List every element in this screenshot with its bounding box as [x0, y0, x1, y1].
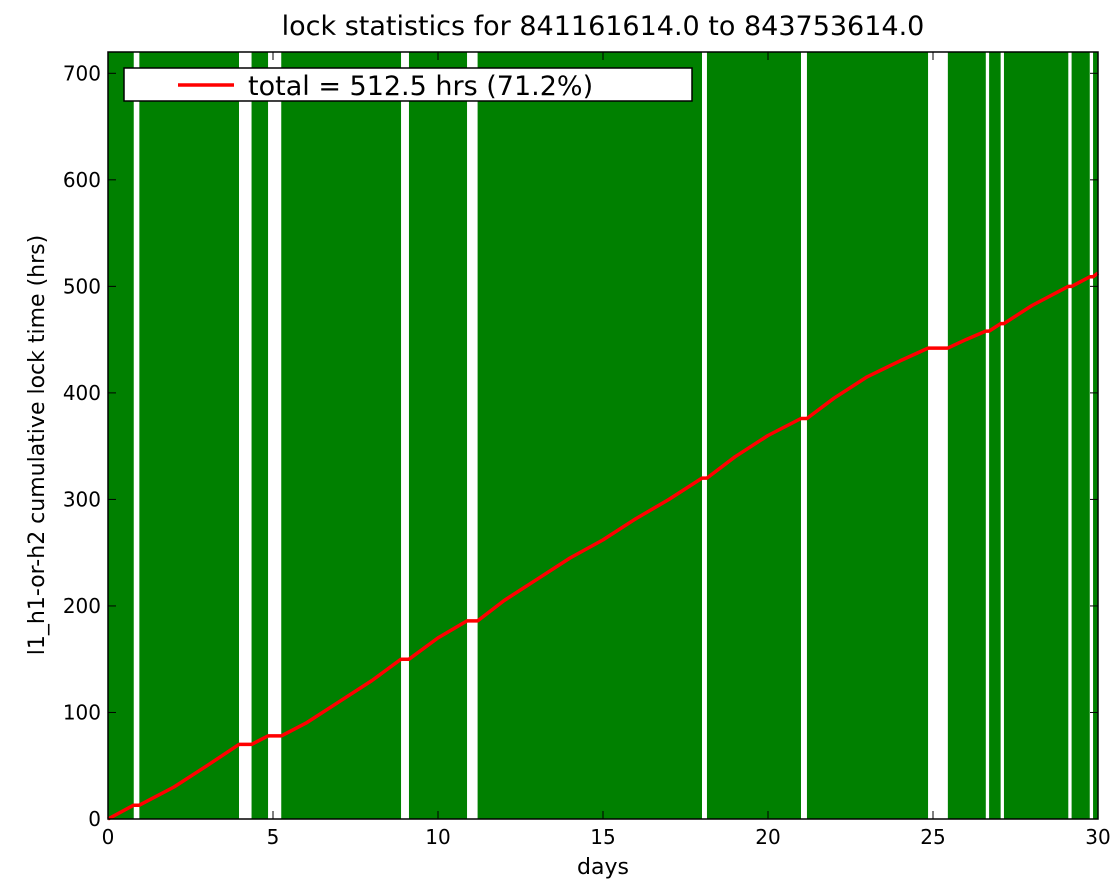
- y-tick-label: 700: [63, 61, 101, 85]
- unlocked-gap: [239, 52, 252, 819]
- x-tick-label: 15: [590, 825, 615, 849]
- y-axis: 0 100 200 300 400 500 600 700: [63, 61, 1098, 831]
- legend-label: total = 512.5 hrs (71.2%): [248, 71, 593, 102]
- unlocked-gap: [1000, 52, 1004, 819]
- y-tick-label: 500: [63, 274, 101, 298]
- plot-area: [107, 51, 1100, 821]
- unlocked-gap: [467, 52, 478, 819]
- unlocked-gap: [133, 52, 140, 819]
- unlocked-gap: [1089, 52, 1094, 819]
- x-tick-label: 0: [102, 825, 115, 849]
- y-tick-label: 100: [63, 700, 101, 724]
- chart-title: lock statistics for 841161614.0 to 84375…: [282, 11, 925, 42]
- unlocked-gap: [702, 52, 707, 819]
- x-axis-label: days: [577, 855, 629, 880]
- x-tick-label: 20: [755, 825, 780, 849]
- unlocked-gaps: [133, 52, 1094, 819]
- x-axis: 0 5 10 15 20 25 30: [102, 52, 1111, 849]
- y-tick-label: 300: [63, 487, 101, 511]
- x-tick-label: 30: [1085, 825, 1110, 849]
- unlocked-gap: [1068, 52, 1072, 819]
- unlocked-gap: [985, 52, 990, 819]
- y-axis-label: l1_h1-or-h2 cumulative lock time (hrs): [25, 235, 50, 655]
- unlocked-gap: [268, 52, 282, 819]
- y-tick-label: 400: [63, 381, 101, 405]
- x-tick-label: 10: [425, 825, 450, 849]
- locked-fill: [108, 52, 1098, 819]
- y-tick-label: 200: [63, 594, 101, 618]
- y-tick-label: 600: [63, 168, 101, 192]
- unlocked-gap: [801, 52, 807, 819]
- unlocked-gap: [928, 52, 948, 819]
- unlocked-gap: [401, 52, 409, 819]
- x-tick-label: 25: [920, 825, 945, 849]
- x-tick-label: 5: [267, 825, 280, 849]
- cumulative-lock-line: [107, 271, 1100, 821]
- legend: total = 512.5 hrs (71.2%): [123, 67, 693, 102]
- y-tick-label: 0: [88, 807, 101, 831]
